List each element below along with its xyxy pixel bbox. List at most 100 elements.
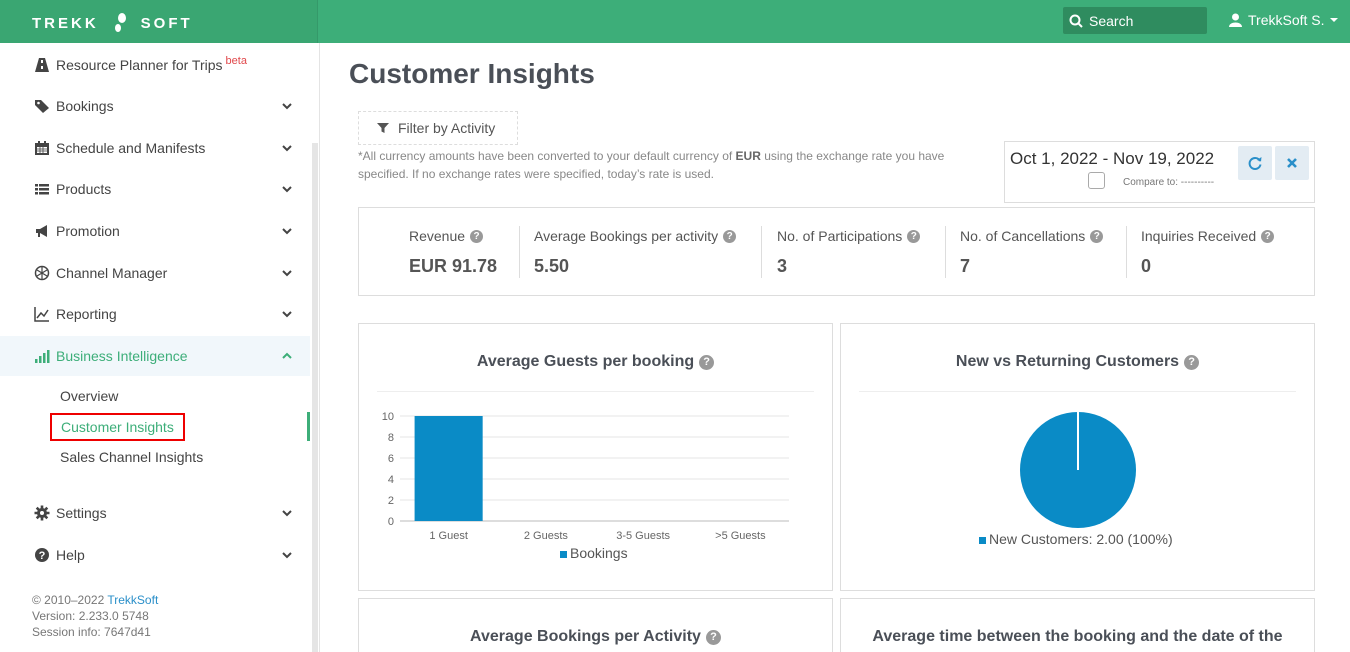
stat-label: No. of Cancellations [960,228,1086,244]
sidebar-item-reporting[interactable]: Reporting [0,294,310,334]
line-chart-icon [34,307,49,322]
sidebar-item-label: Bookings [56,98,114,114]
brand-area: TREKK SOFT [0,0,318,43]
x-tick-label: >5 Guests [715,530,766,542]
caret-down-icon [1329,18,1338,22]
chevron-down-icon [282,510,292,517]
footer-version: Version: 2.233.0 5748 [32,609,149,623]
company-link[interactable]: TrekkSoft [107,593,159,607]
sidebar-item-schedule[interactable]: Schedule and Manifests [0,128,310,168]
sidebar-item-channel-manager[interactable]: Channel Manager [0,253,310,293]
note-text: *All currency amounts have been converte… [358,149,736,163]
user-menu[interactable]: TrekkSoft S. [1229,12,1338,28]
bar [414,416,483,521]
stat-divider [761,226,762,278]
subnav-sales-channel-insights[interactable]: Sales Channel Insights [60,449,204,465]
help-icon[interactable]: ? [699,354,715,370]
chevron-down-icon [282,311,292,318]
card-title-text: New vs Returning Customers [955,353,1180,370]
svg-text:?: ? [39,550,46,562]
bookings-per-activity-card: Average Bookings per Activity? [358,598,833,652]
help-icon[interactable]: ? [723,229,737,243]
help-icon[interactable]: ? [1184,354,1200,370]
card-title-text: Average Bookings per Activity [470,628,701,645]
chevron-down-icon [282,186,292,193]
clear-date-button[interactable] [1275,146,1309,180]
stat-label: No. of Participations [777,228,903,244]
card-divider [377,391,814,392]
road-icon [35,58,49,72]
help-icon[interactable]: ? [907,229,921,243]
note-currency: EUR [735,149,761,163]
chevron-down-icon [282,270,292,277]
tag-icon [35,100,49,113]
sidebar-item-label: Business Intelligence [56,348,188,364]
guests-per-booking-card: Average Guests per booking? 0 2 4 6 8 10 1 Gue… [358,323,833,591]
y-tick-label: 4 [388,474,394,486]
sidebar-item-label: Reporting [56,306,117,322]
footer-copyright: © 2010–2022 TrekkSoft [32,593,158,607]
sidebar: Resource Planner for Trips beta Bookings … [0,43,320,652]
sidebar-item-bookings[interactable]: Bookings [0,86,310,126]
sidebar-item-help[interactable]: ? Help [0,535,310,575]
y-tick-label: 0 [388,516,394,528]
sidebar-item-label: Help [56,547,85,563]
avg-time-card: Average time between the booking and the… [840,598,1315,652]
bar-chart-icon [35,350,50,363]
x-tick-label: 3-5 Guests [616,530,670,542]
stat-label: Revenue [409,228,466,244]
date-range-picker: Oct 1, 2022 - Nov 19, 2022 Compare to: -… [1004,141,1315,203]
sidebar-item-promotion[interactable]: Promotion [0,211,310,251]
sidebar-item-label: Channel Manager [56,265,168,281]
stat-value: 5.50 [534,256,570,276]
sidebar-item-business-intelligence[interactable]: Business Intelligence [0,336,310,376]
subnav-overview[interactable]: Overview [60,388,119,404]
stat-divider [945,226,946,278]
stat-divider [1126,226,1127,278]
help-icon[interactable]: ? [705,629,721,645]
chevron-down-icon [282,145,292,152]
copyright-text: © 2010–2022 [32,593,105,607]
chevron-down-icon [282,228,292,235]
compare-checkbox[interactable] [1088,172,1105,189]
sidebar-scrollbar[interactable] [312,143,318,652]
help-icon[interactable]: ? [1090,229,1104,243]
sidebar-item-settings[interactable]: Settings [0,493,310,533]
y-tick-label: 6 [388,453,394,465]
stat-label: Average Bookings per activity [534,228,719,244]
sidebar-item-label: Schedule and Manifests [56,140,206,156]
calendar-icon [35,141,49,155]
help-icon[interactable]: ? [470,229,484,243]
chevron-up-icon [282,352,292,359]
filter-label: Filter by Activity [398,120,496,136]
help-icon[interactable]: ? [1261,229,1275,243]
card-title-text: Average Guests per booking [476,353,695,370]
sidebar-item-products[interactable]: Products [0,169,310,209]
filter-by-activity-button[interactable]: Filter by Activity [358,111,518,145]
stat-value: EUR 91.78 [409,256,498,276]
search-input[interactable]: Search [1063,7,1207,34]
x-tick-label: 1 Guest [429,530,468,542]
date-range-input[interactable]: Oct 1, 2022 - Nov 19, 2022 [1010,149,1215,168]
legend-label: New Customers: 2.00 (100%) [989,531,1173,547]
search-placeholder: Search [1089,12,1134,29]
subnav-customer-insights[interactable]: Customer Insights [50,413,185,441]
close-icon [1287,158,1297,168]
card-title: New vs Returning Customers? [841,353,1314,371]
new-vs-returning-card: New vs Returning Customers? New Customer… [840,323,1315,591]
active-indicator [307,412,310,441]
card-title: Average Bookings per Activity? [359,628,832,646]
footer-session: Session info: 7647d41 [32,625,151,639]
sidebar-item-resource-planner[interactable]: Resource Planner for Trips beta [0,45,310,85]
page-title: Customer Insights [349,58,595,89]
card-title: Average time between the booking and the… [841,628,1314,646]
user-name: TrekkSoft S. [1248,12,1325,28]
chevron-down-icon [282,552,292,559]
list-icon [35,184,49,195]
chevron-down-icon [282,103,292,110]
legend-swatch [979,537,986,544]
brand-logo[interactable]: TREKK SOFT [32,12,193,34]
stat-value: 3 [777,256,788,276]
refresh-button[interactable] [1238,146,1272,180]
card-title: Average Guests per booking? [359,353,832,371]
